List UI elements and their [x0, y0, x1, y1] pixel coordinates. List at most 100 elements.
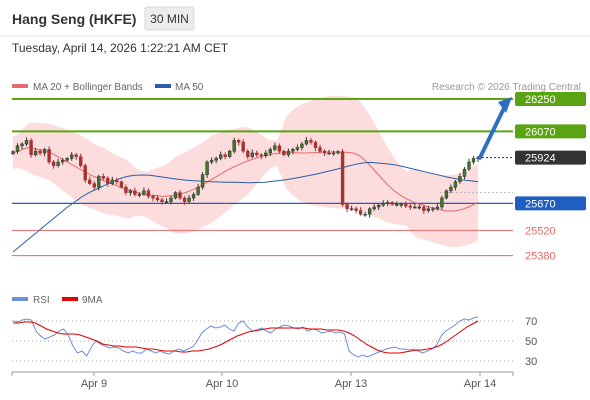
- candle: [291, 147, 295, 155]
- candle: [33, 147, 38, 157]
- price-levels: [12, 98, 513, 257]
- forecast-arrow-shaft: [478, 104, 507, 160]
- candle: [358, 207, 363, 216]
- candle: [29, 138, 33, 158]
- candle: [327, 149, 331, 155]
- x-tick-label: Apr 13: [335, 378, 367, 390]
- candle: [277, 143, 282, 154]
- candle: [422, 205, 426, 215]
- rsi-ma-line: [13, 320, 479, 354]
- support-level-label: 25670: [525, 198, 556, 210]
- level-labels: 26250 26070 25924 25670 25520 25380: [515, 92, 586, 263]
- candle: [47, 146, 51, 165]
- moving-averages: [12, 147, 479, 253]
- candle: [214, 156, 218, 164]
- candle: [282, 149, 286, 157]
- candle: [42, 147, 47, 157]
- credit-text: Research © 2026 Trading Central: [432, 82, 581, 93]
- candle: [178, 189, 182, 201]
- x-tick-label: Apr 9: [81, 378, 107, 390]
- candle: [462, 167, 467, 180]
- candle: [110, 176, 115, 186]
- candle: [15, 143, 20, 154]
- candle: [286, 148, 291, 158]
- candle: [106, 176, 110, 187]
- timeframe-label: 30 MIN: [150, 12, 189, 26]
- forecast-arrow-head: [498, 97, 512, 113]
- timeframe-button[interactable]: [144, 6, 195, 31]
- candle: [313, 140, 318, 152]
- candle: [467, 158, 471, 171]
- candle: [51, 160, 56, 169]
- candle: [435, 203, 440, 211]
- candle: [119, 180, 124, 189]
- bollinger-band-area: [13, 95, 478, 248]
- resistance-level-tag: [515, 124, 586, 139]
- candle: [241, 139, 245, 154]
- candle: [449, 184, 453, 194]
- candle: [228, 149, 232, 159]
- x-axis: Apr 9 Apr 10 Apr 13 Apr 14: [11, 372, 514, 390]
- support-level-tag: [515, 196, 586, 211]
- candle: [83, 163, 87, 183]
- candle: [268, 147, 272, 157]
- candle: [151, 194, 155, 202]
- candle: [200, 172, 205, 190]
- minor-level-label: 25520: [525, 225, 556, 237]
- resistance-level-label: 26250: [525, 94, 556, 106]
- candle: [354, 206, 358, 214]
- candle: [191, 192, 196, 201]
- candlesticks: [11, 136, 480, 218]
- candle: [209, 157, 214, 165]
- candle: [237, 138, 241, 146]
- candle: [124, 184, 128, 195]
- candle: [259, 153, 263, 160]
- candle: [444, 189, 449, 200]
- rsi-tick-label: 50: [525, 336, 537, 348]
- candle: [408, 203, 412, 210]
- candle: [223, 152, 227, 160]
- minor-level-label: 25380: [525, 251, 556, 263]
- x-tick-label: Apr 10: [206, 378, 238, 390]
- candle: [349, 205, 354, 211]
- candle: [205, 160, 209, 179]
- resistance-level-label: 26070: [525, 126, 556, 138]
- candle: [196, 183, 200, 197]
- candle: [363, 211, 367, 217]
- bollinger-band: [13, 95, 478, 248]
- rsi-legend-swatch: [12, 297, 28, 301]
- candle: [232, 137, 236, 154]
- candle: [381, 200, 385, 207]
- candle: [458, 173, 462, 184]
- x-tick-label: Apr 14: [464, 378, 496, 390]
- candle: [309, 137, 313, 145]
- candle: [417, 204, 421, 210]
- candle: [60, 157, 65, 165]
- candle: [74, 153, 78, 160]
- candle: [187, 194, 191, 204]
- candle: [250, 149, 254, 159]
- candle: [101, 173, 106, 181]
- candle: [65, 156, 69, 162]
- candle: [173, 191, 178, 200]
- ma50-legend-swatch: [155, 84, 171, 88]
- candle: [137, 192, 142, 198]
- candle: [295, 144, 300, 152]
- candle: [340, 148, 345, 207]
- candle: [182, 196, 187, 205]
- candle: [385, 200, 390, 207]
- candle: [345, 202, 349, 213]
- timestamp: Tuesday, April 14, 2026 1:22:21 AM CET: [12, 41, 229, 55]
- rsi-tick-label: 70: [525, 316, 537, 328]
- candle: [300, 141, 304, 151]
- candle: [219, 151, 223, 161]
- rsi-ma-legend-swatch: [62, 297, 78, 301]
- candle: [20, 142, 24, 150]
- chart-title: Hang Seng (HKFE): [12, 11, 136, 27]
- candle: [246, 149, 250, 160]
- candle: [11, 150, 15, 156]
- candle: [88, 176, 92, 186]
- rsi-line: [12, 316, 479, 358]
